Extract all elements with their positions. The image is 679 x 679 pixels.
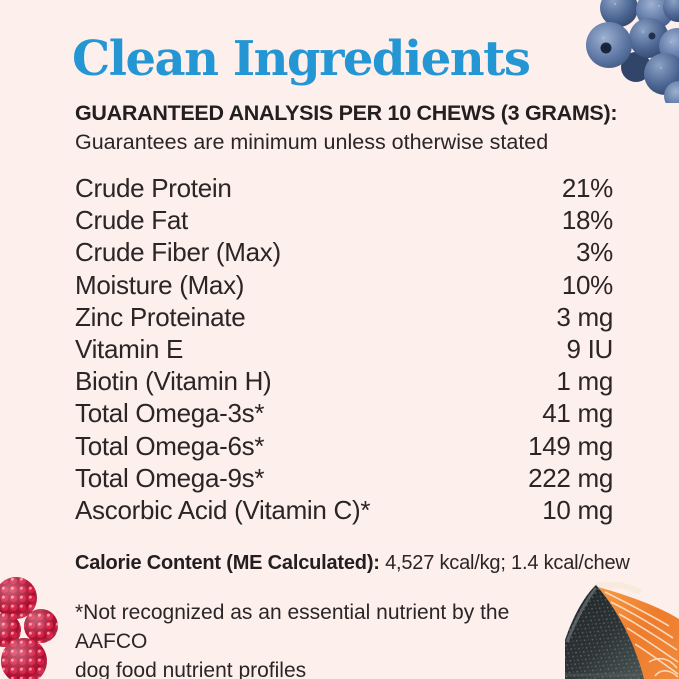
- analysis-row-label: Total Omega-6s*: [75, 430, 265, 461]
- analysis-row-label: Crude Fiber (Max): [75, 237, 281, 268]
- guaranteed-analysis-subheading: Guarantees are minimum unless otherwise …: [75, 130, 549, 154]
- analysis-row-label: Total Omega-3s*: [75, 398, 265, 429]
- page-title: Clean Ingredients: [72, 31, 531, 87]
- salmon-fillet-photo: [565, 582, 679, 679]
- analysis-row-value: 149 mg: [528, 430, 613, 461]
- analysis-row-label: Moisture (Max): [75, 269, 245, 300]
- raspberries-photo: [0, 577, 58, 679]
- analysis-row-label: Crude Protein: [75, 173, 232, 203]
- table-row: Total Omega-3s* 41 mg: [75, 397, 613, 429]
- calorie-content-value: 4,527 kcal/kg; 1.4 kcal/chew: [385, 552, 630, 574]
- table-row: Ascorbic Acid (Vitamin C)* 10 mg: [75, 494, 613, 526]
- analysis-row-label: Crude Fat: [75, 205, 188, 236]
- calorie-content-line: Calorie Content (ME Calculated): 4,527 k…: [75, 551, 635, 576]
- table-row: Total Omega-9s* 222 mg: [75, 462, 613, 494]
- aafco-footnote: *Not recognized as an essential nutrient…: [75, 598, 555, 679]
- analysis-row-label: Ascorbic Acid (Vitamin C)*: [75, 495, 371, 526]
- table-row: Total Omega-6s* 149 mg: [75, 430, 613, 462]
- table-row: Crude Fiber (Max) 3%: [75, 236, 613, 268]
- analysis-row-label: Vitamin E: [75, 334, 184, 365]
- analysis-row-label: Total Omega-9s*: [75, 462, 265, 493]
- analysis-row-value: 9 IU: [566, 334, 614, 365]
- analysis-row-value: 10 mg: [542, 495, 613, 526]
- footnote-line-2: dog food nutrient profiles: [75, 659, 307, 679]
- analysis-row-value: 41 mg: [542, 398, 613, 429]
- footnote-line-1: *Not recognized as an essential nutrient…: [75, 601, 510, 653]
- analysis-row-value: 21%: [561, 173, 613, 203]
- calorie-content-label: Calorie Content (ME Calculated):: [75, 552, 380, 574]
- table-row: Crude Protein 21%: [75, 172, 613, 204]
- table-row: Vitamin E 9 IU: [75, 333, 613, 365]
- table-row: Biotin (Vitamin H) 1 mg: [75, 365, 613, 397]
- table-row: Zinc Proteinate 3 mg: [75, 301, 613, 333]
- analysis-row-value: 18%: [561, 205, 613, 236]
- analysis-row-label: Zinc Proteinate: [75, 301, 246, 332]
- analysis-row-value: 3 mg: [556, 301, 613, 332]
- analysis-row-value: 222 mg: [528, 462, 613, 493]
- table-row: Moisture (Max) 10%: [75, 269, 613, 301]
- analysis-row-value: 10%: [561, 269, 613, 300]
- analysis-row-value: 3%: [576, 237, 613, 268]
- analysis-row-label: Biotin (Vitamin H): [75, 366, 272, 397]
- table-row: Crude Fat 18%: [75, 204, 613, 236]
- analysis-table: Crude Protein 21% Crude Fat 18% Crude Fi…: [75, 172, 613, 526]
- guaranteed-analysis-heading: GUARANTEED ANALYSIS PER 10 CHEWS (3 GRAM…: [75, 101, 618, 125]
- analysis-row-value: 1 mg: [556, 366, 613, 397]
